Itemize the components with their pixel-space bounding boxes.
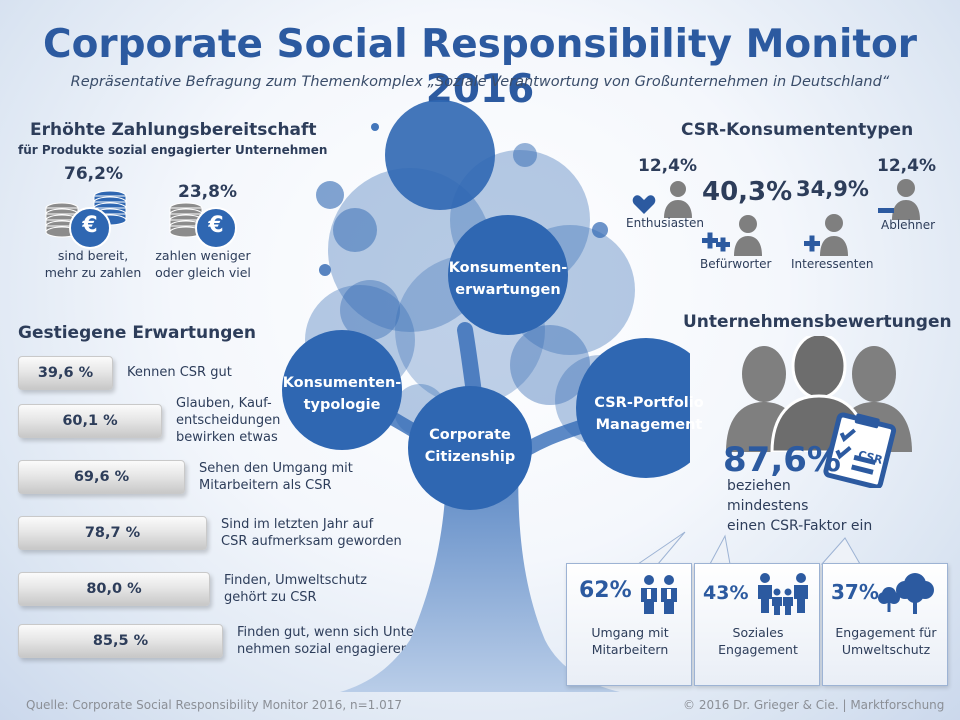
people-group-icon xyxy=(726,336,912,452)
erwartung-bar: 69,6 % xyxy=(18,460,185,494)
card-soziales-engagement: 43% Soziales Engagement xyxy=(694,563,820,686)
zahlung-label-1: sind bereit, mehr zu zahlen xyxy=(44,248,142,280)
zahlung-heading: Erhöhte Zahlungsbereitschaft xyxy=(30,120,317,140)
erwartung-text-line: gehört zu CSR xyxy=(224,590,317,605)
erwartung-text: Sind im letzten Jahr auf CSR aufmerksam g… xyxy=(221,516,402,550)
erwartung-bar: 39,6 % xyxy=(18,356,113,390)
enthusiasten-pct: 12,4% xyxy=(638,156,697,176)
erwartung-text-line: Finden, Umweltschutz xyxy=(224,573,367,588)
bewertungen-pct: 87,6% xyxy=(723,440,841,480)
erwartungen-heading: Gestiegene Erwartungen xyxy=(18,323,257,343)
erwartung-text: Glauben, Kauf-entscheidungen bewirken etw… xyxy=(176,395,280,446)
erwartung-text: Sehen den Umgang mit Mitarbeitern als CSR xyxy=(199,460,353,494)
trees-icon xyxy=(878,573,934,614)
plus-person-icon xyxy=(804,214,848,256)
callout-pointers xyxy=(636,531,861,565)
card-label: Engagement für Umweltschutz xyxy=(835,625,937,657)
zahlung-label-2: zahlen weniger oder gleich viel xyxy=(155,248,251,280)
erwartung-text-line: Finden gut, wenn sich Unter- xyxy=(237,625,424,640)
bubble-konsumentenerwartungen: Konsumenten-erwartungen xyxy=(448,260,568,298)
minus-person-icon xyxy=(878,179,920,220)
card-pct: 43% xyxy=(703,582,749,604)
zahlung-pct-1: 76,2% xyxy=(64,164,123,184)
interessenten-pct: 34,9% xyxy=(796,177,869,201)
bubble-csr-portfolio-management: CSR-Portfolio Management xyxy=(594,395,704,433)
bewertungen-desc: beziehen mindestens einen CSR-Faktor ein xyxy=(727,478,873,534)
enthusiasten-label: Enthusiasten xyxy=(626,216,704,230)
card-pct: 37% xyxy=(831,580,879,604)
befuerworter-pct: 40,3% xyxy=(702,177,793,207)
plus-plus-person-icon xyxy=(702,215,762,256)
footer-source: Quelle: Corporate Social Responsibility … xyxy=(26,698,402,712)
bubble-konsumententypologie: Konsumenten-typologie xyxy=(282,375,402,413)
page-subtitle: Repräsentative Befragung zum Themenkompl… xyxy=(70,74,890,90)
erwartung-text-line: Glauben, Kauf- xyxy=(176,396,272,411)
employees-icon xyxy=(641,575,677,614)
csr-clipboard-icon xyxy=(823,412,897,488)
bewertungen-heading: Unternehmensbewertungen xyxy=(683,312,952,332)
page-title: Corporate Social Responsibility Monitor … xyxy=(42,22,918,112)
footer-copyright: © 2016 Dr. Grieger & Cie. | Marktforschu… xyxy=(683,698,945,712)
erwartung-bar: 78,7 % xyxy=(18,516,207,550)
erwartung-text-line: Mitarbeitern als CSR xyxy=(199,478,332,493)
card-label: Umgang mit Mitarbeitern xyxy=(591,625,669,657)
erwartung-bar: 60,1 % xyxy=(18,404,162,438)
erwartung-text: Finden, Umweltschutz gehört zu CSR xyxy=(224,572,367,606)
befuerworter-label: Befürworter xyxy=(700,257,772,271)
erwartung-text-line: CSR aufmerksam geworden xyxy=(221,534,402,549)
euro-icon: € xyxy=(208,213,224,238)
erwartung-text-line: nehmen sozial engagieren xyxy=(237,642,409,657)
card-umweltschutz: 37% Engagement für Umweltschutz xyxy=(822,563,948,686)
card-label: Soziales Engagement xyxy=(718,625,798,657)
erwartung-bar: 80,0 % xyxy=(18,572,210,606)
erwartung-text-line: bewirken etwas xyxy=(176,430,278,445)
erwartung-text-line: Sehen den Umgang mit xyxy=(199,461,353,476)
konsumententypen-heading: CSR-Konsumententypen xyxy=(681,120,914,140)
erwartung-text: Finden gut, wenn sich Unter-nehmen sozia… xyxy=(237,624,423,658)
ablehner-label: Ablehner xyxy=(881,218,936,232)
csr-tree-illustration xyxy=(282,100,690,692)
zahlung-pct-2: 23,8% xyxy=(178,182,237,202)
erwartung-text-line: entscheidungen xyxy=(176,413,281,428)
coin-stack-large-icon xyxy=(45,190,127,249)
family-icon xyxy=(758,573,808,615)
erwartung-text: Kennen CSR gut xyxy=(127,364,232,381)
card-pct: 62% xyxy=(579,578,632,603)
heart-person-icon xyxy=(632,181,692,218)
interessenten-label: Interessenten xyxy=(791,257,874,271)
zahlung-subheading: für Produkte sozial engagierter Unterneh… xyxy=(18,143,328,157)
erwartung-bar: 85,5 % xyxy=(18,624,223,658)
card-umgang-mitarbeitern: 62% Umgang mit Mitarbeitern xyxy=(566,563,692,686)
bubble-corporate-citizenship: Corporate Citizenship xyxy=(424,427,516,465)
coin-stack-small-icon xyxy=(169,202,237,249)
erwartung-text-line: Kennen CSR gut xyxy=(127,365,232,380)
ablehner-pct: 12,4% xyxy=(877,156,936,176)
erwartung-text-line: Sind im letzten Jahr auf xyxy=(221,517,374,532)
euro-icon: € xyxy=(82,213,98,238)
